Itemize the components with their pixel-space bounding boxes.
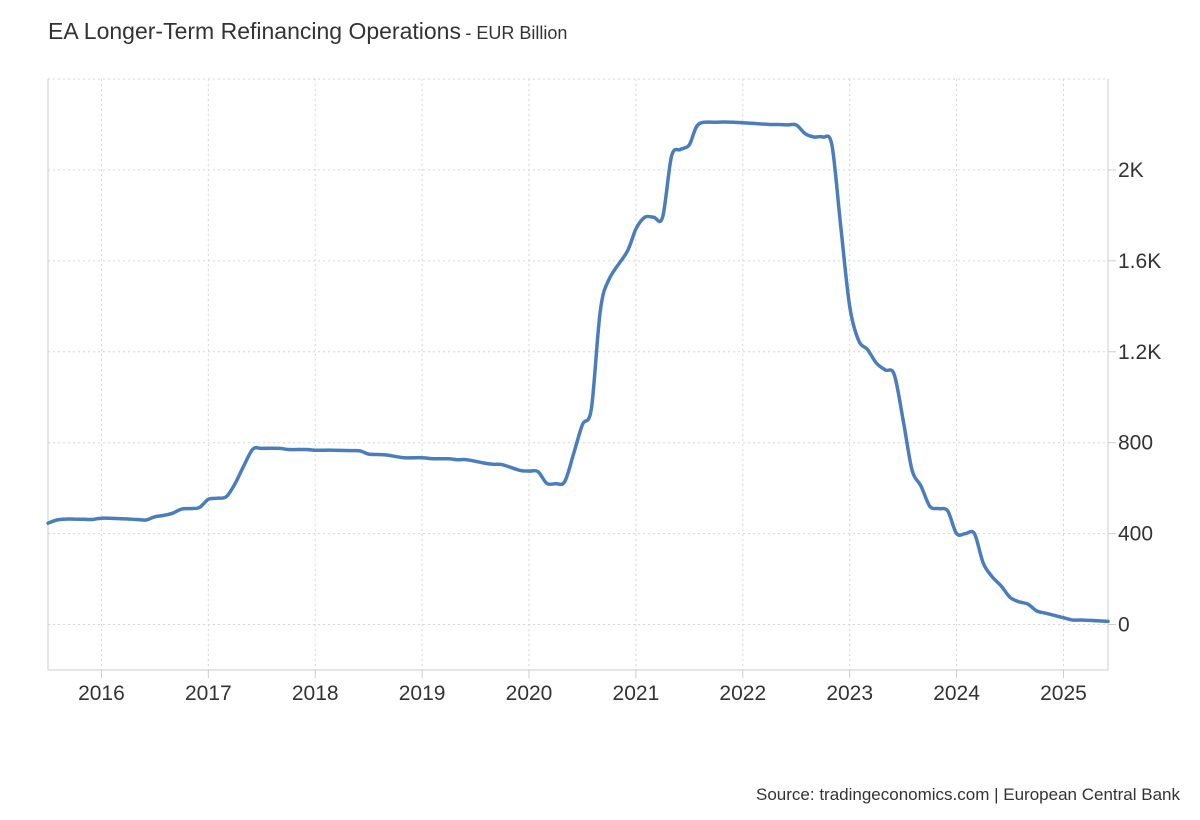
x-tick-label: 2025 — [1040, 682, 1087, 705]
y-tick-label: 800 — [1118, 432, 1153, 455]
y-tick-label: 1.2K — [1118, 341, 1161, 364]
x-tick-label: 2018 — [292, 682, 339, 705]
grid-layer — [48, 78, 1108, 670]
chart-title-row: EA Longer-Term Refinancing Operations - … — [48, 18, 567, 45]
series-layer — [46, 120, 1110, 624]
y-tick-label: 1.6K — [1118, 250, 1161, 273]
label-layer: 0 400 800 1.2K 1.6K 2K 2016 2017 2018 2019 2020 202… — [78, 159, 1161, 705]
x-tick-label: 2019 — [399, 682, 446, 705]
x-tick-label: 2023 — [826, 682, 873, 705]
series-line — [46, 120, 1110, 624]
x-tick-label: 2021 — [613, 682, 660, 705]
x-tick-label: 2017 — [185, 682, 232, 705]
axis-layer — [47, 79, 1116, 678]
x-tick-label: 2024 — [933, 682, 980, 705]
x-tick-label: 2020 — [506, 682, 553, 705]
x-tick-label: 2022 — [719, 682, 766, 705]
chart-subtitle: - EUR Billion — [465, 23, 568, 43]
y-tick-label: 400 — [1118, 523, 1153, 546]
y-tick-label: 2K — [1118, 159, 1144, 182]
y-tick-label: 0 — [1118, 614, 1130, 637]
chart-title: EA Longer-Term Refinancing Operations — [48, 18, 461, 44]
source-note: Source: tradingeconomics.com | European … — [756, 785, 1180, 804]
x-tick-label: 2016 — [78, 682, 125, 705]
